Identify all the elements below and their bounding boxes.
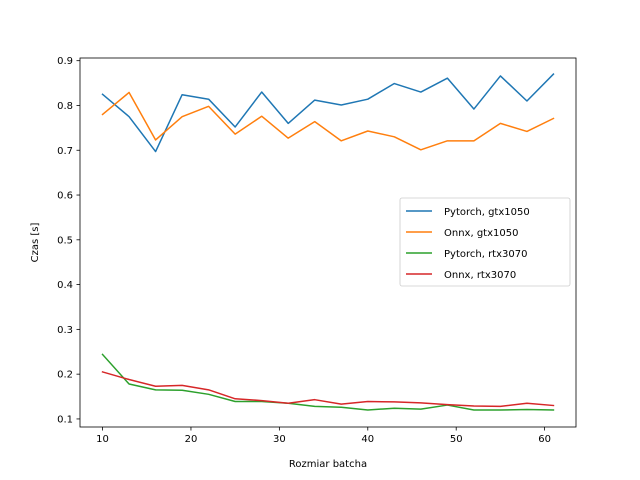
legend-label-2: Pytorch, rtx3070 xyxy=(444,249,527,260)
y-axis: 0.1 0.2 0.3 0.4 0.5 0.6 0.7 0.8 0.9 xyxy=(57,56,80,425)
y-tick-label: 0.3 xyxy=(57,325,73,336)
y-tick-label: 0.9 xyxy=(57,56,73,67)
x-tick-label: 60 xyxy=(538,434,551,445)
y-tick-label: 0.6 xyxy=(57,191,73,202)
y-tick-label: 0.8 xyxy=(57,101,73,112)
legend-frame xyxy=(399,197,571,287)
series-line-3 xyxy=(101,370,555,408)
x-tick-label: 40 xyxy=(361,434,374,445)
legend-label-1: Onnx, gtx1050 xyxy=(444,228,518,239)
x-tick-label: 20 xyxy=(185,434,198,445)
y-tick-label: 0.4 xyxy=(57,280,73,291)
legend: Pytorch, gtx1050 Onnx, gtx1050 Pytorch, rt… xyxy=(399,197,571,287)
y-tick-label: 0.2 xyxy=(57,370,73,381)
plot-frame xyxy=(79,57,577,428)
x-axis-label: Rozmiar batcha xyxy=(289,459,367,470)
legend-label-0: Pytorch, gtx1050 xyxy=(444,207,530,218)
series-layer xyxy=(101,73,555,411)
x-tick-label: 10 xyxy=(96,434,109,445)
y-tick-label: 0.1 xyxy=(57,414,73,425)
series-line-1 xyxy=(101,91,555,151)
series-line-2 xyxy=(101,353,555,411)
legend-label-3: Onnx, rtx3070 xyxy=(444,270,516,281)
x-tick-label: 30 xyxy=(273,434,286,445)
y-axis-label: Czas [s] xyxy=(30,223,41,263)
y-tick-label: 0.7 xyxy=(57,146,73,157)
y-tick-label: 0.5 xyxy=(57,235,73,246)
series-line-0 xyxy=(101,73,555,153)
x-axis: 10 20 30 40 50 60 xyxy=(96,427,551,445)
x-tick-label: 50 xyxy=(450,434,463,445)
